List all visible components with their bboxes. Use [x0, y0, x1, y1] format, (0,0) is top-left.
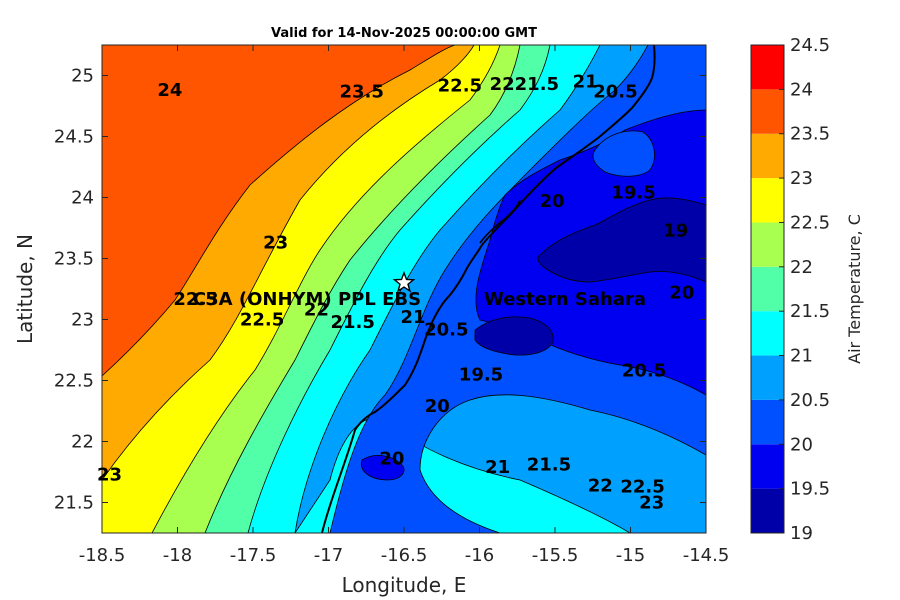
contour-label: 20: [379, 449, 404, 470]
contour-label: 20.5: [622, 361, 666, 382]
colorbar-tick-label: 19.5: [790, 479, 830, 500]
contour-label: 20.5: [424, 319, 468, 340]
colorbar-swatch: [751, 266, 784, 312]
x-tick-label: -17: [314, 545, 343, 566]
colorbar-tick-label: 20.5: [790, 390, 830, 411]
station-star-icon: [392, 270, 416, 293]
colorbar-swatch: [751, 89, 784, 134]
contour-label: 23: [639, 493, 664, 514]
colorbar-swatch: [751, 399, 784, 445]
plot-area: [102, 45, 706, 533]
colorbar-swatch: [751, 133, 784, 179]
x-tick-label: -15: [616, 545, 645, 566]
contour-label: 23: [97, 464, 122, 485]
figure-title: Valid for 14-Nov-2025 00:00:00 GMT: [271, 26, 537, 41]
region-label: Western Sahara: [484, 289, 646, 310]
colorbar-tick-label: 21: [790, 346, 813, 367]
band-below-20-south: [360, 455, 405, 481]
y-tick-label: 25: [71, 66, 94, 87]
colorbar-tick-label: 23.5: [790, 124, 830, 145]
colorbar-tick-label: 19: [790, 523, 813, 544]
y-tick-label: 22: [71, 432, 94, 453]
x-tick-label: -14.5: [683, 545, 730, 566]
contour-label: 20.5: [593, 81, 637, 102]
contour-label: 22: [588, 475, 613, 496]
band-below-20.5-island: [592, 130, 655, 177]
x-tick-label: -15.5: [532, 545, 579, 566]
contour-label: 23.5: [340, 81, 384, 102]
station-label: C3A (ONHYM) PPL EBS: [193, 289, 421, 310]
contour-label: 21.5: [330, 312, 374, 333]
y-tick-label: 24.5: [54, 127, 94, 148]
colorbar-tick-label: 23: [790, 168, 813, 189]
colorbar-swatch: [751, 444, 784, 489]
y-tick-label: 23: [71, 310, 94, 331]
colorbar-swatch: [751, 355, 784, 400]
colorbar-tick-label: 22: [790, 257, 813, 278]
contour-label: 22: [490, 74, 515, 95]
x-tick-label: -17.5: [230, 545, 277, 566]
country-border: [479, 199, 521, 244]
colorbar: [751, 45, 784, 533]
y-tick-label: 24: [71, 188, 94, 209]
band-below-19.5: [537, 197, 706, 283]
contour-label: 22.5: [173, 289, 217, 310]
contour-label: 19.5: [611, 183, 655, 204]
y-axis-label: Latitude, N: [13, 234, 37, 344]
contour-label: 21.5: [515, 74, 559, 95]
contour-label: 20: [539, 191, 564, 212]
x-tick-label: -18.5: [79, 545, 126, 566]
station-marker-group: C3A (ONHYM) PPL EBS Western Sahara: [193, 270, 646, 310]
contour-label: 19: [663, 220, 688, 241]
contour-label: 23: [263, 233, 288, 254]
y-tick-label: 22.5: [54, 371, 94, 392]
contour-label: 24: [157, 80, 182, 101]
contour-label: 21.5: [527, 455, 571, 476]
colorbar-tick-label: 22.5: [790, 212, 830, 233]
y-tick-label: 21.5: [54, 493, 94, 514]
y-tick-label: 23.5: [54, 249, 94, 270]
coastline: [321, 45, 656, 533]
colorbar-label: Air Temperature, C: [845, 214, 864, 364]
contour-label: 22: [304, 300, 329, 321]
colorbar-ticks: 19 19.5 20 20.5 21 21.5 22 22.5 23 23.5 24 24.5: [779, 35, 830, 544]
colorbar-tick-label: 21.5: [790, 301, 830, 322]
colorbar-tick-label: 24.5: [790, 35, 830, 56]
colorbar-swatch: [751, 311, 784, 356]
colorbar-swatch: [751, 45, 784, 90]
colorbar-frame: [750, 44, 785, 534]
contour-label: 21: [401, 307, 426, 328]
contour-label: 21: [485, 457, 510, 478]
x-tick-label: -16.5: [381, 545, 428, 566]
x-axis-ticks: -18.5 -18 -17.5 -17 -16.5 -16 -15.5 -15 -14.5: [79, 45, 730, 566]
colorbar-tick-label: 20: [790, 434, 813, 455]
colorbar-swatch: [751, 178, 784, 223]
contour-label: 22.5: [620, 477, 664, 498]
colorbar-tick-label: 24: [790, 79, 813, 100]
contour-label: 20: [425, 396, 450, 417]
contour-label: 20: [669, 283, 694, 304]
colorbar-swatch: [751, 488, 784, 533]
band-below-19.5-south: [474, 316, 554, 356]
colorbar-swatch: [751, 222, 784, 267]
x-tick-label: -16: [465, 545, 494, 566]
x-tick-label: -18: [163, 545, 192, 566]
contour-label: 22.5: [438, 75, 482, 96]
x-axis-label: Longitude, E: [342, 573, 467, 597]
contour-label: 19.5: [459, 364, 503, 385]
contour-label: 21: [573, 72, 598, 93]
contour-label: 22.5: [240, 310, 284, 331]
